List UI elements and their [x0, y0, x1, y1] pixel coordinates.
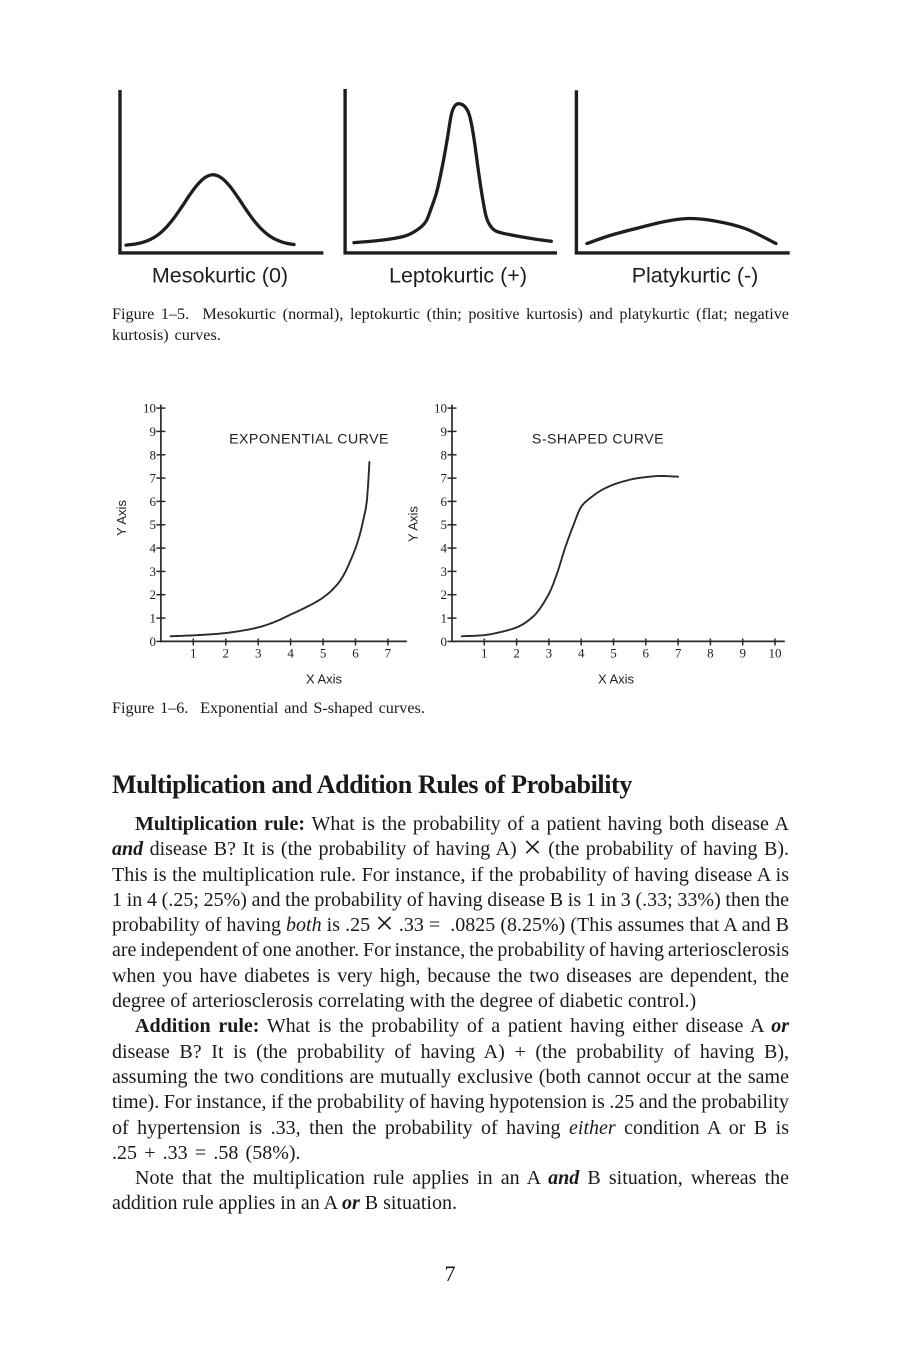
svg-text:X Axis: X Axis [306, 672, 343, 687]
svg-text:1: 1 [190, 646, 197, 661]
svg-text:9: 9 [739, 646, 746, 661]
svg-text:1: 1 [481, 646, 488, 661]
svg-text:8: 8 [150, 447, 157, 462]
svg-text:4: 4 [578, 646, 585, 661]
svg-text:2: 2 [441, 587, 448, 602]
svg-text:5: 5 [150, 517, 157, 532]
svg-text:3: 3 [441, 564, 448, 579]
svg-text:4: 4 [150, 541, 157, 556]
svg-text:9: 9 [150, 424, 157, 439]
svg-text:2: 2 [223, 646, 230, 661]
svg-text:Y Axis: Y Axis [406, 506, 421, 542]
svg-text:Mesokurtic (0): Mesokurtic (0) [152, 264, 288, 288]
svg-text:6: 6 [352, 646, 359, 661]
svg-text:Leptokurtic (+): Leptokurtic (+) [389, 264, 527, 288]
svg-text:4: 4 [441, 541, 448, 556]
svg-text:10: 10 [434, 401, 447, 416]
svg-text:3: 3 [255, 646, 262, 661]
svg-text:5: 5 [441, 517, 448, 532]
svg-text:7: 7 [385, 646, 392, 661]
svg-text:6: 6 [150, 494, 157, 509]
svg-text:8: 8 [441, 447, 448, 462]
svg-text:2: 2 [513, 646, 520, 661]
svg-text:1: 1 [441, 611, 448, 626]
svg-text:S-SHAPED CURVE: S-SHAPED CURVE [532, 432, 664, 448]
svg-text:Y Axis: Y Axis [114, 500, 129, 536]
svg-text:6: 6 [643, 646, 650, 661]
svg-text:0: 0 [150, 634, 157, 649]
svg-text:7: 7 [150, 471, 157, 486]
svg-text:7: 7 [441, 471, 448, 486]
svg-text:1: 1 [150, 611, 157, 626]
svg-text:X Axis: X Axis [598, 672, 635, 687]
svg-text:5: 5 [610, 646, 617, 661]
svg-text:Platykurtic (-): Platykurtic (-) [632, 264, 759, 288]
svg-text:2: 2 [150, 587, 157, 602]
svg-text:EXPONENTIAL CURVE: EXPONENTIAL CURVE [229, 432, 389, 448]
svg-text:5: 5 [320, 646, 327, 661]
svg-text:10: 10 [143, 401, 156, 416]
svg-text:3: 3 [546, 646, 553, 661]
svg-text:3: 3 [150, 564, 157, 579]
svg-text:8: 8 [707, 646, 714, 661]
svg-text:9: 9 [441, 424, 448, 439]
svg-text:6: 6 [441, 494, 448, 509]
svg-text:10: 10 [769, 646, 782, 661]
svg-text:7: 7 [675, 646, 682, 661]
svg-text:0: 0 [441, 634, 448, 649]
svg-text:4: 4 [287, 646, 294, 661]
